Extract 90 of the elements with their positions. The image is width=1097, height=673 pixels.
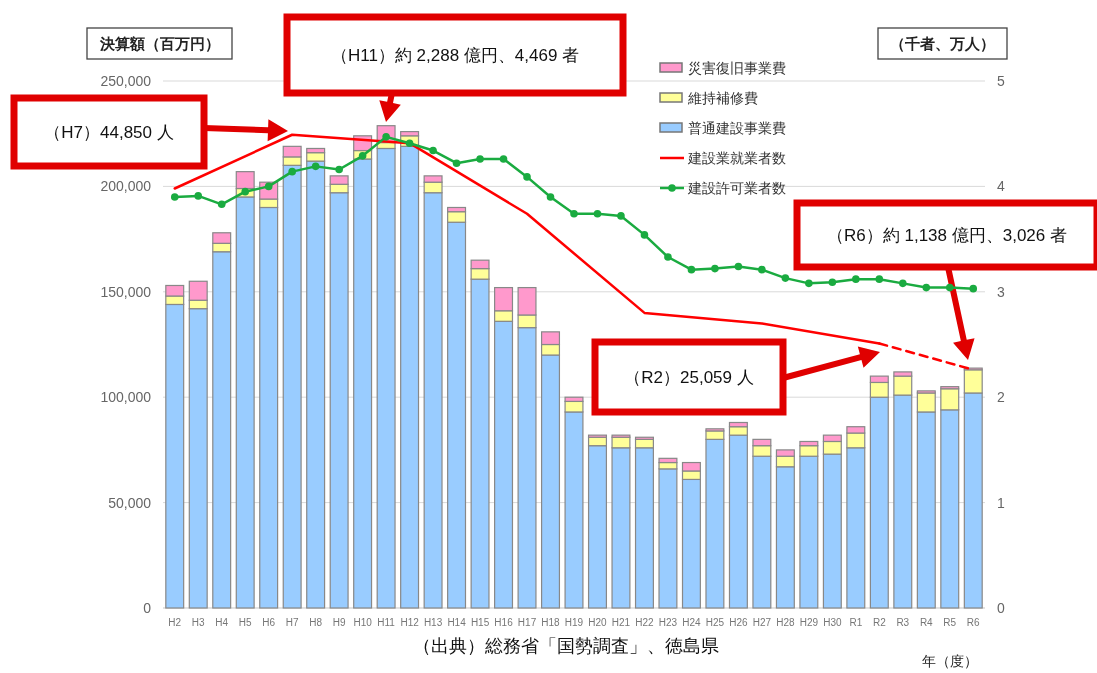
annotation: （H7）44,850 人	[44, 123, 174, 142]
legend-label: 維持補修費	[687, 90, 758, 106]
y-tick-label: 0	[143, 600, 152, 616]
x-tick-label: H11	[377, 617, 396, 628]
point	[969, 284, 978, 293]
x-tick-label: H10	[353, 617, 373, 628]
y-axis-title: 決算額（百万円）	[99, 35, 220, 52]
point	[664, 253, 672, 261]
y-tick-label: 200,000	[100, 178, 152, 195]
x-tick-label: R4	[919, 617, 934, 628]
x-tick-label: H15	[470, 617, 490, 628]
point	[922, 283, 931, 292]
x-tick-label: H8	[309, 617, 323, 628]
y-tick-label: 100,000	[100, 389, 152, 406]
x-tick-label: H13	[423, 617, 443, 628]
point	[499, 155, 508, 163]
point	[687, 265, 696, 274]
bar	[376, 147, 396, 609]
x-tick-label: H12	[400, 617, 420, 628]
x-tick-label: H30	[823, 617, 842, 628]
annotation: （R6）約 1,138 億円、3,026 者	[827, 226, 1067, 245]
x-tick-label: H19	[564, 617, 584, 628]
y2-tick-label: 0	[997, 600, 1005, 616]
point	[217, 200, 226, 209]
x-tick-label: H27	[752, 617, 772, 628]
y2-tick-label: 1	[997, 494, 1005, 511]
y2-tick-label: 5	[997, 73, 1005, 89]
point	[711, 264, 719, 273]
x-tick-label: R6	[966, 617, 981, 628]
x-tick-label: H29	[799, 617, 819, 628]
y2-tick-label: 4	[997, 178, 1005, 195]
point	[335, 165, 343, 174]
x-tick-label: H28	[776, 617, 795, 628]
x-tick-label: H18	[541, 617, 561, 628]
x-tick-label: H4	[215, 617, 229, 628]
x-tick-label: H21	[611, 617, 631, 628]
x-tick-label: H25	[705, 617, 725, 628]
y2-tick-label: 2	[997, 389, 1005, 406]
point	[288, 167, 296, 176]
point	[476, 155, 484, 163]
point	[852, 275, 860, 283]
x-tick-label: H23	[658, 617, 678, 628]
point	[805, 279, 813, 288]
point	[429, 146, 437, 155]
point	[781, 274, 790, 282]
y-tick-label: 150,000	[100, 283, 152, 300]
point	[523, 173, 531, 181]
point	[194, 192, 203, 200]
y2-axis-title: （千者、万人）	[890, 35, 995, 52]
point	[875, 275, 884, 283]
x-tick-label: R1	[849, 617, 863, 628]
x-tick-label: H17	[517, 617, 537, 628]
point	[640, 231, 649, 239]
point	[546, 193, 555, 201]
x-tick-label: R2	[872, 617, 887, 628]
point	[311, 162, 320, 171]
text: （出典）総務省「国勢調査」、徳島県	[413, 636, 719, 656]
point	[899, 279, 907, 288]
legend-label: 建設業就業者数	[687, 150, 786, 166]
x-tick-label: R5	[943, 617, 957, 628]
y-tick-label: 250,000	[100, 73, 152, 89]
x-tick-label: R3	[896, 617, 910, 628]
x-tick-label: H22	[635, 617, 655, 628]
legend-label: 建設許可業者数	[687, 180, 786, 196]
point	[734, 262, 743, 271]
point	[570, 210, 578, 218]
x-tick-label: H6	[262, 617, 276, 628]
y-tick-label: 50,000	[108, 494, 152, 511]
x-axis-title: 年（度）	[922, 653, 978, 669]
x-tick-label: H14	[447, 617, 467, 628]
y2-tick-label: 3	[997, 283, 1005, 300]
point	[593, 210, 602, 218]
point	[617, 212, 625, 220]
point	[945, 283, 954, 292]
annotation: （R2）25,059 人	[624, 368, 754, 387]
x-tick-label: H9	[332, 617, 346, 628]
x-tick-label: H24	[682, 617, 702, 628]
x-tick-label: H16	[494, 617, 514, 628]
x-tick-label: H3	[191, 617, 206, 628]
point	[758, 265, 766, 274]
legend-label: 普通建設事業費	[688, 120, 786, 136]
x-tick-label: H20	[588, 617, 608, 628]
point	[828, 278, 837, 287]
point	[170, 193, 179, 201]
x-tick-label: H5	[238, 617, 253, 628]
point	[452, 159, 461, 168]
legend-label: 災害復旧事業費	[688, 60, 786, 76]
x-tick-label: H26	[729, 617, 748, 628]
x-tick-label: H2	[168, 617, 182, 628]
x-tick-label: H7	[285, 617, 299, 628]
